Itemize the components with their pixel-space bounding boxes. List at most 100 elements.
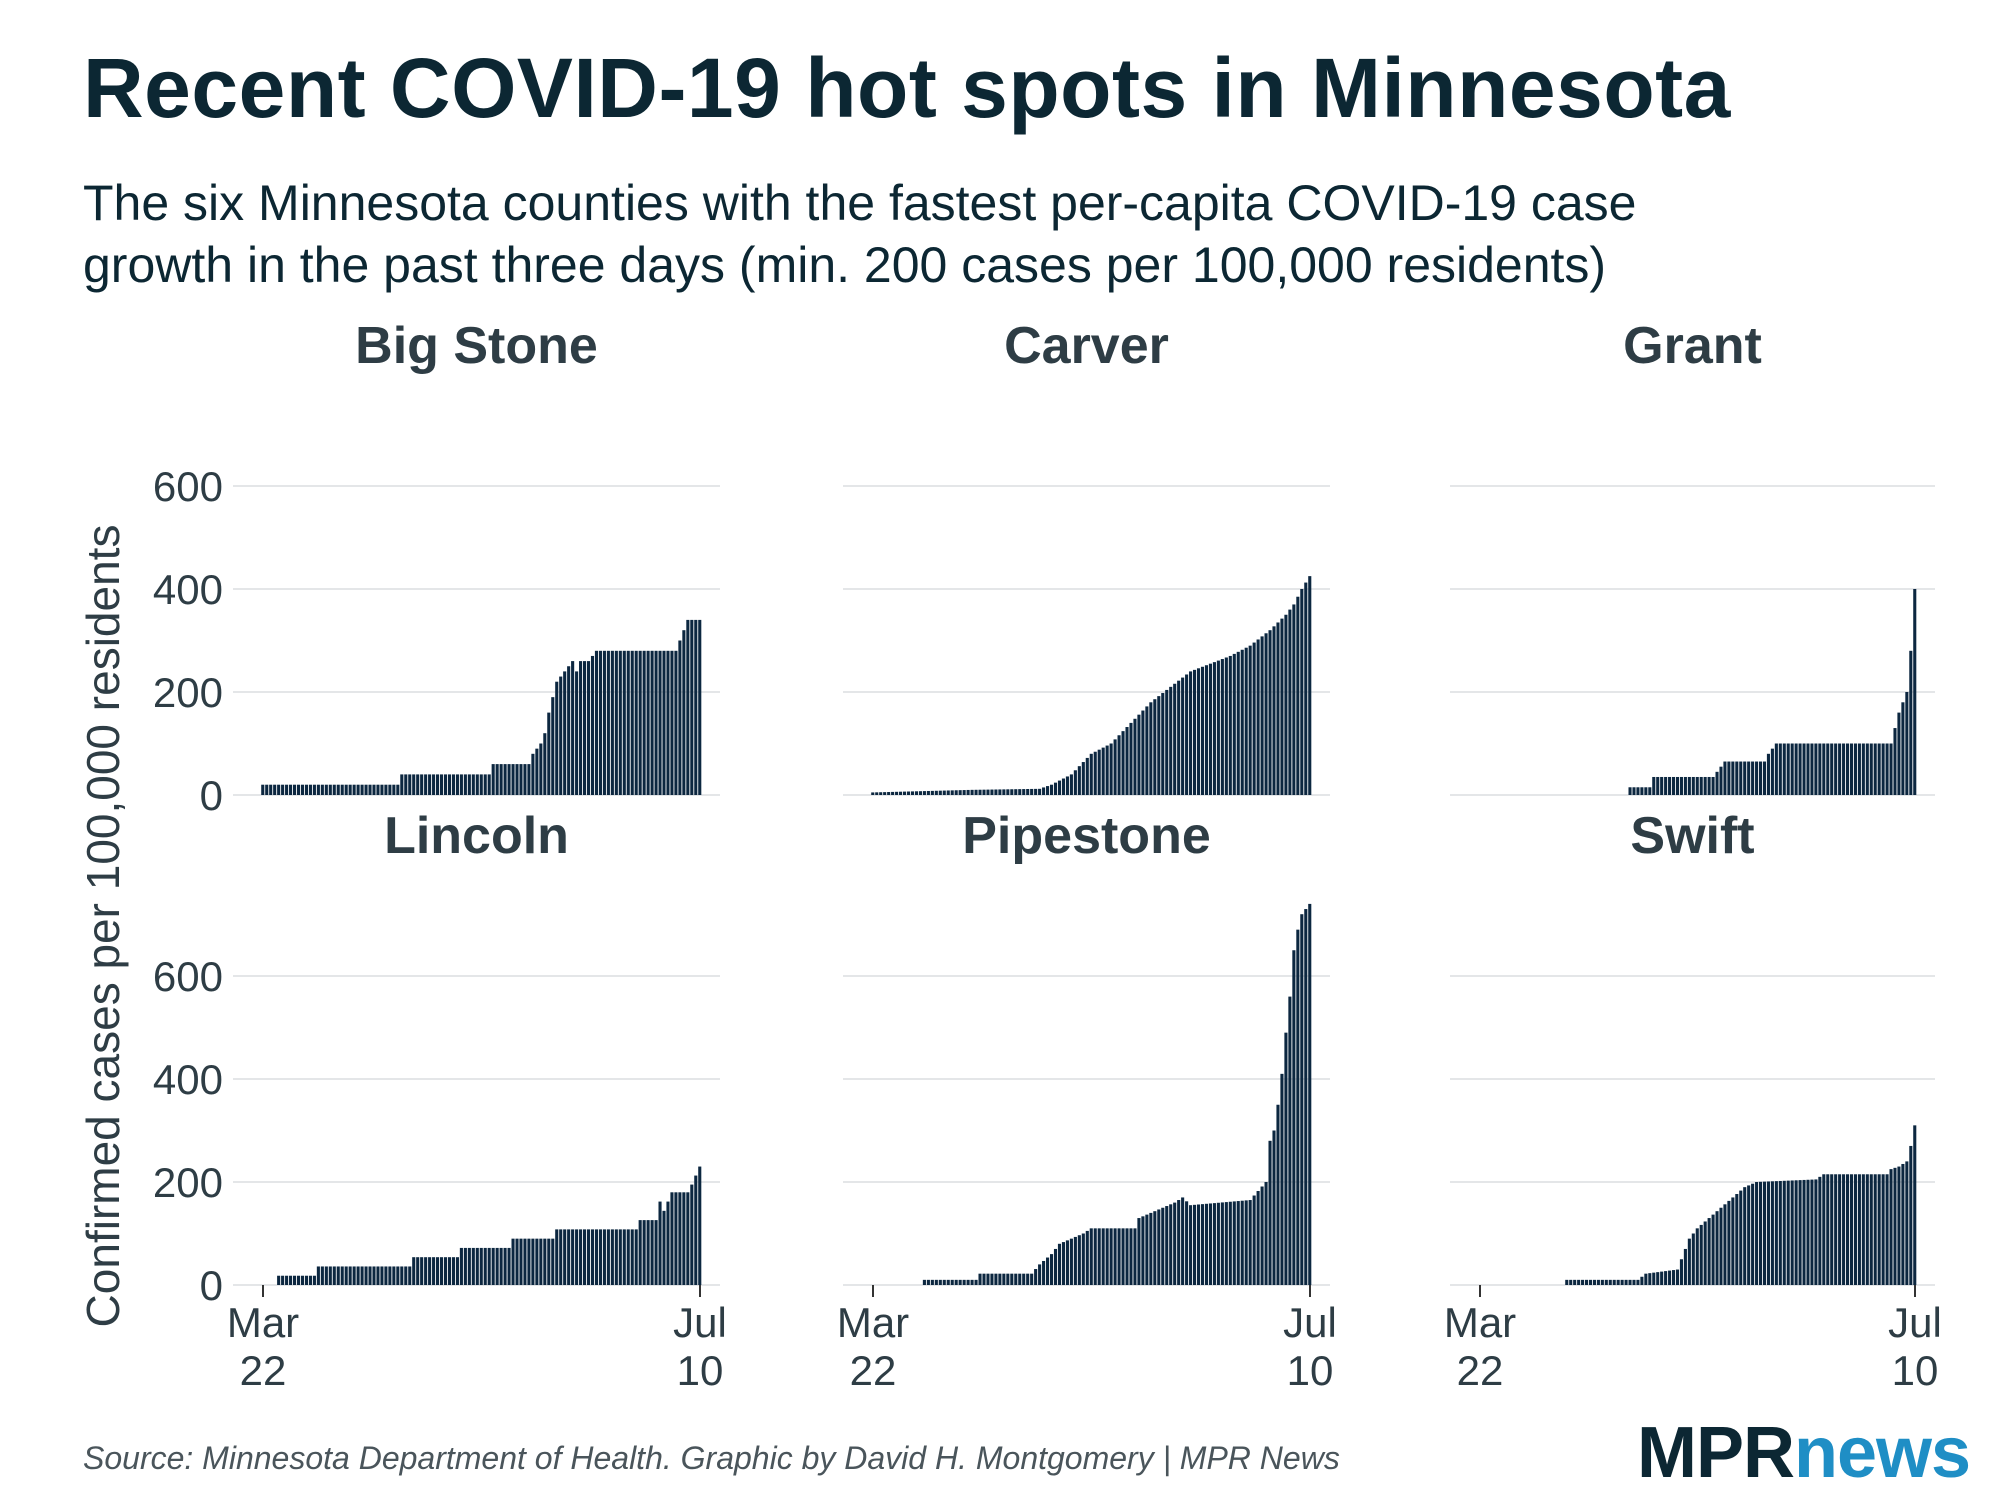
bar: [467, 774, 471, 795]
bar: [1687, 1238, 1691, 1285]
bar: [1695, 776, 1699, 795]
bar: [654, 1220, 658, 1285]
bar: [289, 1275, 293, 1285]
bar: [408, 774, 412, 795]
bar: [1719, 1207, 1723, 1285]
bar: [1224, 657, 1228, 795]
x-tick-label: 10: [1287, 1347, 1334, 1394]
bar: [360, 1266, 364, 1285]
bar: [265, 784, 269, 795]
bar: [1893, 728, 1897, 795]
bar: [910, 791, 915, 795]
bar: [926, 1279, 930, 1285]
bar: [503, 1247, 507, 1285]
bar: [1177, 680, 1181, 795]
bar: [1778, 743, 1782, 795]
bar: [364, 784, 368, 795]
bar: [1073, 770, 1077, 795]
bar: [1739, 761, 1743, 795]
bar: [982, 1273, 986, 1285]
bar: [930, 790, 934, 795]
bar: [563, 671, 567, 795]
bar: [1280, 618, 1284, 795]
bar: [308, 1275, 312, 1285]
bar: [396, 1266, 400, 1285]
bar: [388, 784, 392, 795]
bar: [1264, 1182, 1268, 1285]
bar: [670, 650, 674, 795]
bar: [1845, 1174, 1850, 1285]
bar: [1909, 650, 1913, 795]
bar: [990, 789, 994, 795]
bar: [1276, 622, 1280, 795]
bar: [1869, 1174, 1873, 1285]
bar: [1695, 1228, 1699, 1285]
bar: [1849, 743, 1854, 795]
bar: [277, 784, 281, 795]
bar: [1042, 1260, 1046, 1285]
bar: [1133, 718, 1137, 795]
bar: [1889, 743, 1893, 795]
bar: [1173, 683, 1177, 795]
bar: [1157, 1209, 1161, 1285]
bar: [1838, 743, 1842, 795]
bar: [467, 1247, 471, 1285]
bar: [946, 790, 950, 795]
bar: [312, 784, 316, 795]
bar: [285, 784, 289, 795]
bar: [463, 774, 467, 795]
bar: [1109, 1228, 1113, 1285]
x-tick-label: 10: [677, 1347, 724, 1394]
bar: [1053, 782, 1058, 795]
bar: [1292, 604, 1296, 795]
bar: [954, 1279, 958, 1285]
bar: [1252, 642, 1256, 795]
bar: [1185, 1201, 1189, 1285]
bar: [1181, 677, 1185, 795]
bar: [1308, 576, 1312, 795]
bar: [646, 650, 650, 795]
bar: [1081, 1233, 1085, 1285]
bar: [1193, 669, 1197, 795]
bar: [579, 1229, 583, 1285]
bar: [1707, 1218, 1711, 1285]
bar: [1256, 639, 1260, 795]
bar: [316, 1266, 320, 1285]
bar: [994, 789, 998, 795]
bar: [1196, 1204, 1201, 1285]
bar: [1272, 626, 1276, 795]
bar: [1691, 776, 1695, 795]
bar: [875, 792, 879, 795]
bar: [1018, 1273, 1022, 1285]
bar: [555, 1229, 559, 1285]
bar: [424, 774, 428, 795]
bar: [1161, 693, 1165, 795]
bar: [1853, 1174, 1857, 1285]
bar: [1065, 1240, 1069, 1285]
bar: [281, 1275, 285, 1285]
bar: [281, 784, 285, 795]
bar: [292, 784, 297, 795]
bar: [352, 1266, 356, 1285]
bar: [1073, 1236, 1077, 1285]
bar: [1810, 1179, 1814, 1285]
bar: [1169, 1204, 1173, 1285]
bar: [487, 1247, 491, 1285]
bar: [296, 1275, 301, 1285]
bar: [1620, 1279, 1624, 1285]
bar: [1065, 776, 1069, 795]
bar: [1577, 1279, 1581, 1285]
bar: [1208, 663, 1212, 795]
bar: [1731, 1197, 1735, 1285]
bar: [269, 784, 273, 795]
bar: [1101, 747, 1105, 795]
bar: [1093, 1228, 1097, 1285]
bar: [523, 1238, 527, 1285]
bar: [978, 1273, 982, 1285]
bar: [277, 1275, 281, 1285]
bar: [451, 774, 456, 795]
bar: [690, 1184, 694, 1285]
bar: [364, 1266, 368, 1285]
bar: [1755, 1182, 1759, 1285]
x-tick-label: 22: [240, 1347, 287, 1394]
